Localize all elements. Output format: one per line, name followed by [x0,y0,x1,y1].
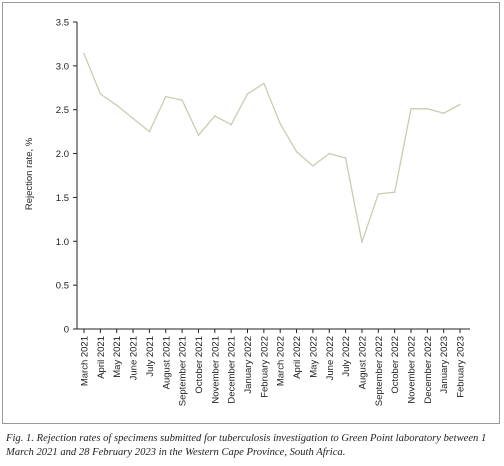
data-point [295,151,298,153]
y-tick-label: 0.5 [56,281,69,292]
x-tick-label: December 2022 [423,336,434,404]
x-tick-label: July 2021 [145,336,156,377]
x-tick-label: June 2022 [325,336,336,380]
x-tick-label: March 2022 [276,336,287,386]
x-tick-label: November 2021 [210,336,221,404]
y-tick-label: 2.5 [56,105,69,116]
data-point [442,112,445,115]
x-tick-label: September 2022 [374,336,385,406]
x-tick-label: January 2022 [243,336,254,394]
y-tick-label: 1.5 [56,193,69,204]
data-point [99,93,102,95]
series-line [83,53,461,243]
y-axis-title: Rejection rate, % [24,137,35,210]
data-point [377,193,380,195]
y-tick-label: 1.0 [56,237,69,248]
x-tick-label: November 2022 [407,336,418,404]
data-point [426,108,429,110]
data-point [115,104,118,107]
x-tick-label: March 2021 [80,336,91,386]
data-point [312,165,314,167]
x-tick-label: February 2023 [456,336,467,398]
y-tick-label: 0 [64,325,69,336]
chart-frame [2,2,500,424]
x-tick-label: December 2021 [227,336,238,404]
x-tick-label: August 2022 [357,336,368,389]
x-tick-label: September 2021 [178,336,189,406]
x-tick-label: October 2021 [194,336,205,394]
line-chart: 0 0.5 1.0 1.5 2.0 2.5 3.0 3.5 March 2021 April 2… [24,18,470,406]
data-point [459,103,461,106]
y-tick-label: 2.0 [56,149,69,160]
x-tick-label: October 2022 [390,336,401,394]
x-tick-label: April 2022 [292,336,303,379]
data-point [181,99,183,101]
data-point [132,117,134,120]
series-group [83,52,461,243]
data-point [263,82,265,85]
data-point [393,191,396,193]
x-tick-label: April 2021 [96,336,107,379]
y-tick-label: 3.5 [56,18,69,29]
data-point [148,130,151,133]
data-point [230,123,232,126]
x-tick-label: July 2022 [341,336,352,377]
x-axis: March 2021 April 2021 May 2021 June 2021 Jul… [77,328,470,406]
x-tick-label: January 2023 [439,336,450,394]
data-point [197,134,200,136]
figure-caption: Fig. 1. Rejection rates of specimens sub… [6,433,487,458]
data-point [361,241,363,243]
data-point [328,152,331,155]
data-point [344,157,347,159]
x-tick-label: February 2022 [259,336,270,398]
data-point [410,108,412,110]
x-tick-label: June 2021 [129,336,140,380]
x-tick-label: August 2021 [161,336,172,389]
data-point [279,122,282,125]
x-tick-label: May 2022 [308,336,319,378]
y-tick-label: 3.0 [56,61,69,72]
x-tick-label: May 2021 [112,336,123,378]
y-axis: 0 0.5 1.0 1.5 2.0 2.5 3.0 3.5 [56,18,78,336]
data-point [164,95,167,98]
data-point [214,115,216,117]
data-point [246,93,249,95]
data-point [83,52,85,55]
